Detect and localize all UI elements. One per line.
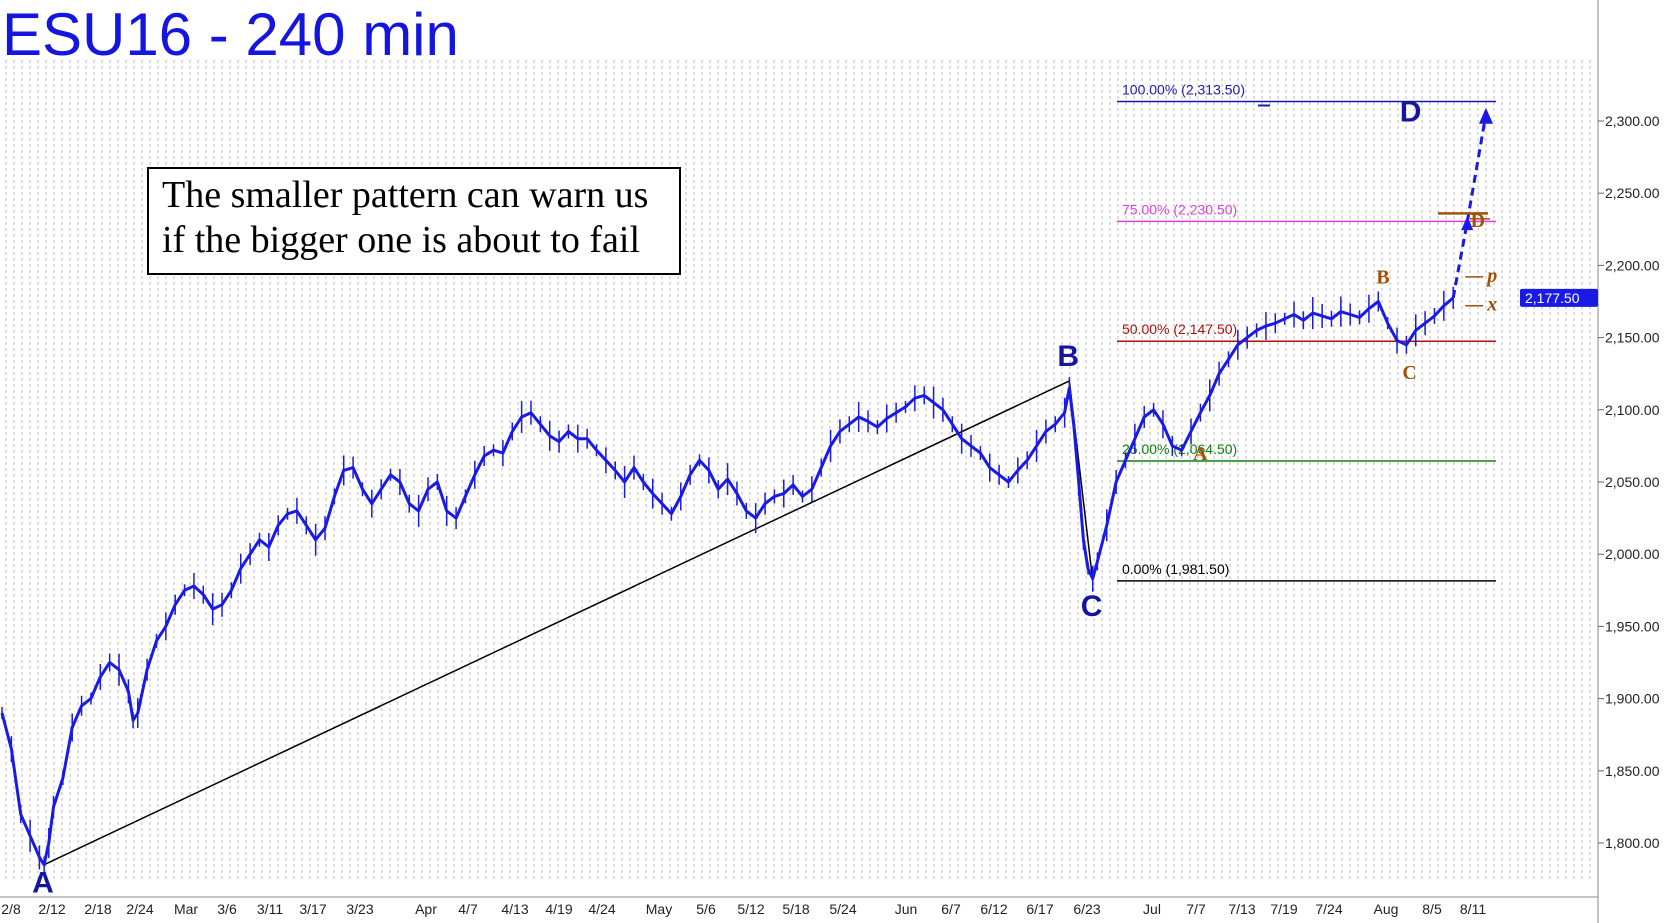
big-pattern-label: A	[32, 867, 54, 900]
y-tick-label: 1,850.00	[1605, 763, 1660, 779]
y-tick-label: 2,300.00	[1605, 113, 1660, 129]
note-line-2: if the bigger one is about to fail	[162, 219, 640, 261]
small-pattern-label: B	[1376, 267, 1389, 289]
trendline	[43, 380, 1070, 866]
last-price-tag: 2,177.50	[1520, 288, 1598, 307]
y-tick-label: 2,150.00	[1605, 330, 1660, 346]
big-pattern-label: D	[1400, 96, 1422, 129]
x-tick-label: 6/12	[980, 901, 1007, 917]
y-tick-label: 1,950.00	[1605, 618, 1660, 634]
x-tick-label: 7/24	[1315, 901, 1342, 917]
x-tick-label: 5/12	[737, 901, 764, 917]
small-pattern-label: D	[1471, 210, 1485, 232]
price-line	[0, 296, 1455, 867]
fib-label: 0.00% (1,981.50)	[1122, 561, 1229, 577]
x-tick-label: May	[646, 901, 672, 917]
x-tick-label: 7/19	[1270, 901, 1297, 917]
x-tick-label: Aug	[1374, 901, 1399, 917]
y-tick-label: 2,200.00	[1605, 257, 1660, 273]
x-tick-label: 4/13	[501, 901, 528, 917]
big-pattern-label: C	[1081, 590, 1103, 623]
fib-label: 100.00% (2,313.50)	[1122, 82, 1245, 98]
x-tick-label: 2/24	[126, 901, 153, 917]
y-axis-labels: 1,800.00 1,850.00 1,900.00 1,950.00 2,000.00…	[1598, 113, 1660, 851]
y-tick-label: 1,900.00	[1605, 691, 1660, 707]
x-tick-label: 5/24	[829, 901, 856, 917]
x-tick-label: 7/13	[1228, 901, 1255, 917]
note-box	[147, 167, 681, 275]
y-tick-label: 2,000.00	[1605, 546, 1660, 562]
fib-label: 50.00% (2,147.50)	[1122, 321, 1237, 337]
projection-arrowhead	[1478, 107, 1493, 124]
pattern-labels: A B C D A B C Dpx	[32, 96, 1497, 900]
last-price-box	[1520, 288, 1598, 307]
x-tick-label: 8/11	[1460, 901, 1486, 917]
x-tick-label: 6/7	[941, 901, 961, 917]
x-tick-label: Mar	[174, 901, 198, 917]
y-tick-label: 2,100.00	[1605, 402, 1660, 418]
y-tick-label: 2,050.00	[1605, 474, 1660, 490]
x-tick-label: 8/5	[1422, 901, 1442, 917]
projection	[1438, 107, 1493, 299]
x-tick-label: 5/18	[782, 901, 809, 917]
x-tick-label: 4/7	[458, 901, 478, 917]
x-tick-label: Apr	[415, 901, 437, 917]
x-tick-label: 2/18	[84, 901, 111, 917]
small-pattern-label: C	[1402, 362, 1416, 384]
x-tick-label: Jun	[895, 901, 918, 917]
x-tick-label: 2/12	[38, 901, 65, 917]
x-tick-label: 3/17	[299, 901, 326, 917]
x-tick-label: 7/7	[1186, 901, 1206, 917]
x-tick-label: 3/6	[217, 901, 237, 917]
y-tick-label: 2,250.00	[1605, 185, 1660, 201]
x-tick-label: 3/23	[346, 901, 373, 917]
note-line-1: The smaller pattern can warn us	[162, 174, 648, 216]
price-series	[0, 286, 1455, 873]
projection-arrowhead	[1461, 216, 1474, 231]
x-tick-label: 4/24	[588, 901, 615, 917]
big-pattern-label: B	[1057, 340, 1079, 373]
chart-title: ESU16 - 240 min	[2, 1, 459, 68]
small-mark-label: x	[1486, 294, 1497, 316]
x-tick-label: 2/8	[1, 901, 21, 917]
x-axis-labels: 2/8 2/12 2/18 2/24 Mar 3/6 3/11 3/17 3/23 Apr 4/7 4…	[0, 896, 1598, 917]
x-tick-label: 6/23	[1073, 901, 1100, 917]
projection-line	[1451, 113, 1488, 299]
x-tick-label: Jul	[1143, 901, 1161, 917]
last-price-text: 2,177.50	[1525, 290, 1580, 306]
fib-levels: 100.00% (2,313.50) 75.00% (2,230.50) 50.00…	[1117, 82, 1496, 582]
x-tick-label: 6/17	[1026, 901, 1053, 917]
y-tick-label: 1,800.00	[1605, 835, 1660, 851]
small-mark-label: p	[1485, 265, 1497, 287]
x-tick-label: 5/6	[696, 901, 716, 917]
x-tick-label: 3/11	[257, 901, 283, 917]
x-tick-label: 4/19	[545, 901, 572, 917]
small-pattern-label: A	[1193, 443, 1208, 465]
fib-label: 75.00% (2,230.50)	[1122, 201, 1237, 217]
